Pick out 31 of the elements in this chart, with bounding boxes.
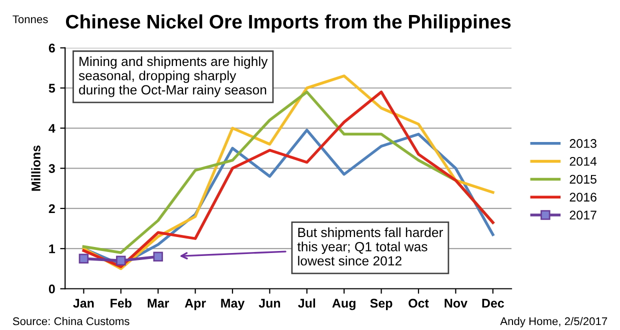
x-tick-label: Sep <box>370 298 392 310</box>
annotation: But shipments fall harder this year; Q1 total was lowest since 2012 <box>297 227 443 266</box>
x-tick-label: Apr <box>184 298 206 310</box>
text: Andy Home, 2/5/2017 <box>500 317 608 328</box>
legend-label: 2015 <box>570 174 596 184</box>
chart-title: Chinese Nickel Ore Imports from the Philippines <box>66 14 511 32</box>
y-tick-label: 1 <box>49 244 56 254</box>
y-axis-title: Millions <box>31 146 40 191</box>
x-tick-label: Feb <box>110 298 132 308</box>
legend-label: 2014 <box>570 156 597 166</box>
annotation: Mining and shipments are highly seasonal, dropping sharply during the Oct-Mar rainy season <box>78 56 268 98</box>
x-tick-label: Jan <box>73 298 94 308</box>
x-tick-label: Nov <box>444 298 468 308</box>
legend-label: 2017 <box>570 210 596 220</box>
y-tick-label: 2 <box>48 204 55 213</box>
x-tick-label: May <box>221 298 245 310</box>
x-tick-label: Jun <box>258 298 280 308</box>
x-tick-label: Oct <box>408 298 429 308</box>
y2-axis-title: Tonnes <box>12 15 48 24</box>
source-note: Source: China Customs <box>12 317 130 326</box>
x-tick-label: Mar <box>148 298 170 308</box>
legend-label: 2013 <box>570 139 596 148</box>
y-tick-label: 4 <box>48 124 56 133</box>
y-tick-label: 6 <box>48 44 55 52</box>
y-tick-label: 5 <box>48 84 56 93</box>
legend-label: 2016 <box>570 192 596 202</box>
x-tick-label: Dec <box>482 298 504 308</box>
y-tick-label: 3 <box>48 164 55 173</box>
x-tick-label: Aug <box>332 298 356 310</box>
x-tick-label: Jul <box>298 298 316 308</box>
y-tick-label: 0 <box>48 284 55 294</box>
